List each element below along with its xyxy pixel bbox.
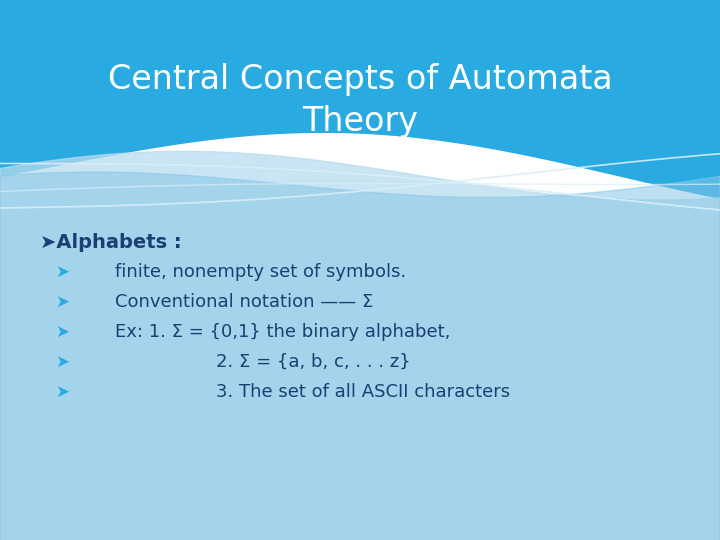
Text: Conventional notation —— Σ: Conventional notation —— Σ [115,293,374,311]
Text: ➤Alphabets :: ➤Alphabets : [40,233,181,252]
Text: ➤: ➤ [55,383,69,401]
Polygon shape [0,133,720,540]
Text: ➤: ➤ [55,323,69,341]
Text: 2. Σ = {a, b, c, . . . z}: 2. Σ = {a, b, c, . . . z} [170,353,410,371]
Text: Theory: Theory [302,105,418,138]
Text: Ex: 1. Σ = {0,1} the binary alphabet,: Ex: 1. Σ = {0,1} the binary alphabet, [115,323,451,341]
Text: ➤: ➤ [55,263,69,281]
Text: finite, nonempty set of symbols.: finite, nonempty set of symbols. [115,263,406,281]
Text: ➤: ➤ [55,353,69,371]
Bar [0,0,720,200]
Polygon shape [0,172,720,540]
Text: 3. The set of all ASCII characters: 3. The set of all ASCII characters [170,383,510,401]
Text: ➤: ➤ [55,293,69,311]
Polygon shape [0,151,720,540]
Text: Central Concepts of Automata: Central Concepts of Automata [108,64,612,97]
